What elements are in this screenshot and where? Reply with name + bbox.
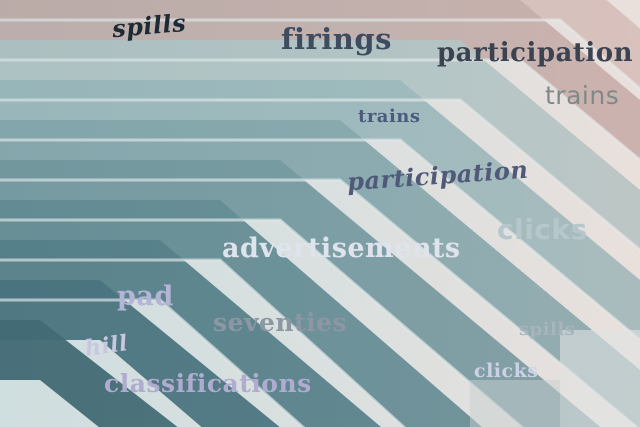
word-classifications: classifications [104,369,312,398]
word-advertisements: advertisements [222,233,461,264]
word-participation-large: participation [437,38,633,68]
word-clicks-lower: clicks [474,360,539,382]
word-pad: pad [117,281,174,312]
word-spills-top: spills [110,7,188,44]
word-clicks-upper: clicks [497,213,588,246]
word-trains-gray: trains [545,81,620,110]
word-seventies: seventies [213,308,348,337]
word-trains-blue: trains [358,106,421,127]
word-hill: hill [83,330,130,362]
word-firings: firings [281,22,392,56]
word-spills-lower: spills [519,319,576,340]
